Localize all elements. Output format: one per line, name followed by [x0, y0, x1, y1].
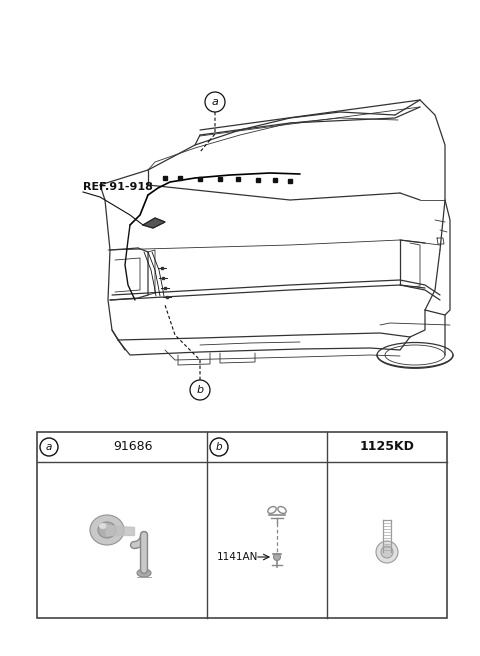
Ellipse shape	[98, 522, 116, 538]
Text: b: b	[216, 442, 222, 452]
Text: 1125KD: 1125KD	[360, 440, 414, 453]
Polygon shape	[143, 218, 165, 228]
Circle shape	[190, 380, 210, 400]
Text: b: b	[196, 385, 204, 395]
Text: REF.91-918: REF.91-918	[83, 182, 153, 192]
Text: 1141AN: 1141AN	[217, 552, 258, 562]
Circle shape	[205, 92, 225, 112]
Circle shape	[376, 541, 398, 563]
Ellipse shape	[137, 569, 151, 577]
Ellipse shape	[90, 515, 124, 545]
Circle shape	[210, 438, 228, 456]
Text: a: a	[46, 442, 52, 452]
Text: a: a	[212, 97, 218, 107]
Circle shape	[274, 554, 280, 560]
Circle shape	[381, 546, 393, 558]
Circle shape	[40, 438, 58, 456]
Text: 91686: 91686	[113, 440, 153, 453]
Ellipse shape	[99, 523, 107, 529]
Bar	[37, 432, 447, 618]
